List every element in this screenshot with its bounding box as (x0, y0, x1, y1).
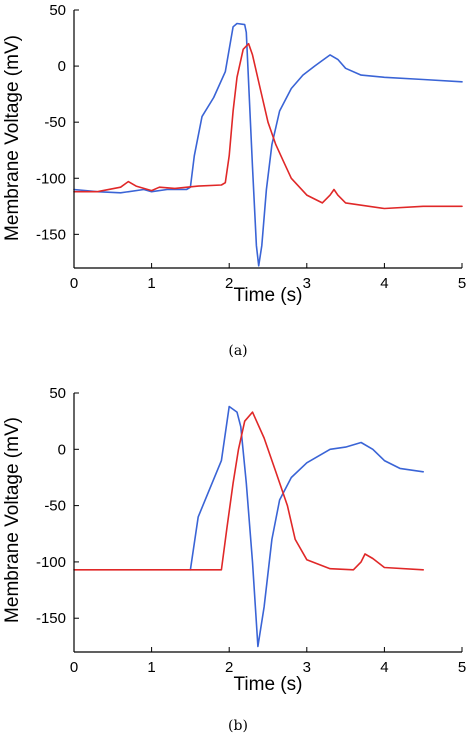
series-line-b-blue (189, 405, 425, 648)
y-axis-label-b: Membrane Voltage (mV) (2, 417, 23, 623)
chart-panel-a: 0 1 2 3 4 5 50 0 -50 -100 -150 Time (s) Membrane … (2, 2, 466, 359)
y-ticks-a: 50 0 -50 -100 -150 (36, 2, 79, 243)
y-axis-label-a: Membrane Voltage (mV) (2, 35, 23, 241)
y-tick-label-b-3: -100 (36, 554, 66, 571)
x-tick-label-b-5: 5 (458, 659, 466, 676)
x-tick-label-a-5: 5 (458, 275, 466, 292)
series-line-b-red (73, 411, 425, 571)
y-tick-label-a-1: 0 (58, 58, 66, 75)
chart-panel-b: 0 1 2 3 4 5 50 0 -50 -100 -150 Time (s) Membrane … (2, 385, 466, 734)
x-tick-label-b-3: 3 (303, 659, 311, 676)
y-tick-label-b-4: -150 (36, 610, 66, 627)
y-tick-label-a-4: -150 (36, 226, 66, 243)
y-tick-label-a-3: -100 (36, 170, 66, 187)
caption-a: (a) (228, 343, 247, 359)
x-tick-label-b-2: 2 (225, 659, 233, 676)
x-tick-label-b-0: 0 (70, 659, 78, 676)
series-layer-a (73, 22, 463, 267)
series-line-a-red (73, 42, 463, 210)
x-axis-label-b: Time (s) (234, 674, 303, 695)
x-tick-label-a-0: 0 (70, 275, 78, 292)
y-tick-label-a-0: 50 (49, 2, 66, 19)
x-tick-label-a-3: 3 (303, 275, 311, 292)
x-axis-label-a: Time (s) (234, 285, 303, 306)
y-tick-label-a-2: -50 (44, 114, 66, 131)
x-ticks-b: 0 1 2 3 4 5 (70, 647, 466, 676)
caption-b: (b) (228, 718, 248, 734)
y-tick-label-b-2: -50 (44, 498, 66, 515)
x-tick-label-a-2: 2 (225, 275, 233, 292)
y-ticks-b: 50 0 -50 -100 -150 (36, 385, 79, 627)
x-ticks-a: 0 1 2 3 4 5 (70, 263, 466, 292)
series-line-a-blue (73, 22, 463, 267)
x-tick-label-b-1: 1 (147, 659, 155, 676)
x-tick-label-a-1: 1 (147, 275, 155, 292)
y-tick-label-b-0: 50 (49, 385, 66, 402)
x-tick-label-a-4: 4 (380, 275, 388, 292)
series-layer-b (73, 405, 425, 648)
x-tick-label-b-4: 4 (380, 659, 388, 676)
y-tick-label-b-1: 0 (58, 441, 66, 458)
